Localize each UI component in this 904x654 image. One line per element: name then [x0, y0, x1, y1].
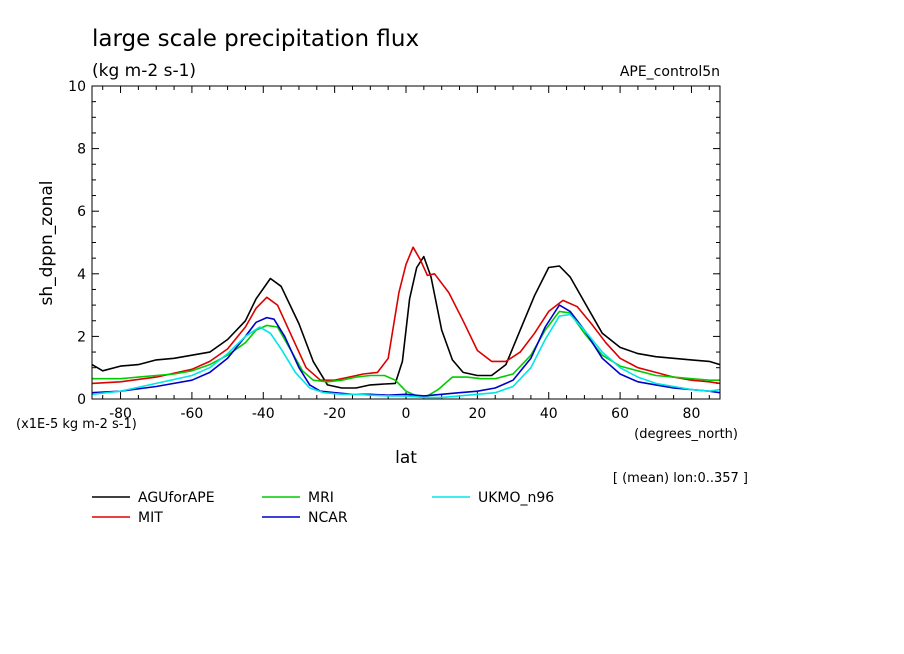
plot-axes: -80 -60 -40 -20 0 20 40 60 80 0 2 4 6 8 10: [68, 79, 720, 422]
dataset-label: APE_control5n: [620, 64, 720, 80]
legend-item: AGUforAPE: [92, 490, 215, 506]
x-tick-label: 60: [611, 406, 629, 422]
x-units-label: (degrees_north): [634, 427, 738, 442]
y-tick-label: 10: [68, 79, 86, 95]
legend-item: MRI: [262, 490, 334, 506]
x-tick-label: 40: [540, 406, 558, 422]
legend-label: NCAR: [308, 510, 348, 526]
legend-label: MRI: [308, 490, 334, 506]
x-tick-label: 20: [468, 406, 486, 422]
y-tick-label: 2: [77, 329, 86, 345]
series-line-mit: [91, 246, 721, 385]
x-axis-label: lat: [395, 448, 417, 468]
series-lines: [91, 246, 721, 399]
legend-item: UKMO_n96: [432, 490, 554, 506]
legend-item: MIT: [92, 510, 163, 526]
y-tick-label: 4: [77, 267, 86, 283]
y-axis-label: sh_dppn_zonal: [37, 180, 57, 305]
y-tick-label: 0: [77, 392, 86, 408]
chart-title: large scale precipitation flux: [92, 26, 419, 52]
y-tick-label: 8: [77, 142, 86, 158]
series-line-mri: [92, 310, 720, 397]
legend-item: NCAR: [262, 510, 348, 526]
x-tick-label: 0: [402, 406, 411, 422]
x-tick-label: -40: [252, 406, 275, 422]
x-tick-label: -60: [180, 406, 203, 422]
series-line-aguforape: [91, 255, 721, 389]
x-tick-label: -20: [323, 406, 346, 422]
footnote: [ (mean) lon:0..357 ]: [613, 471, 748, 486]
legend-label: AGUforAPE: [138, 490, 215, 506]
y-tick-label: 6: [77, 204, 86, 220]
legend: AGUforAPE MIT MRI NCAR UKMO_n96: [92, 490, 554, 526]
x-tick-label: 80: [683, 406, 701, 422]
y-scale-note: (x1E-5 kg m-2 s-1): [16, 417, 137, 432]
series-line-ukmo-n96: [91, 313, 721, 399]
legend-label: UKMO_n96: [478, 490, 554, 506]
plot-frame: [91, 85, 721, 400]
chart-subtitle: (kg m-2 s-1): [92, 61, 196, 81]
series-line-ncar: [91, 304, 721, 397]
legend-label: MIT: [138, 510, 163, 526]
x-tick-label: -80: [109, 406, 132, 422]
